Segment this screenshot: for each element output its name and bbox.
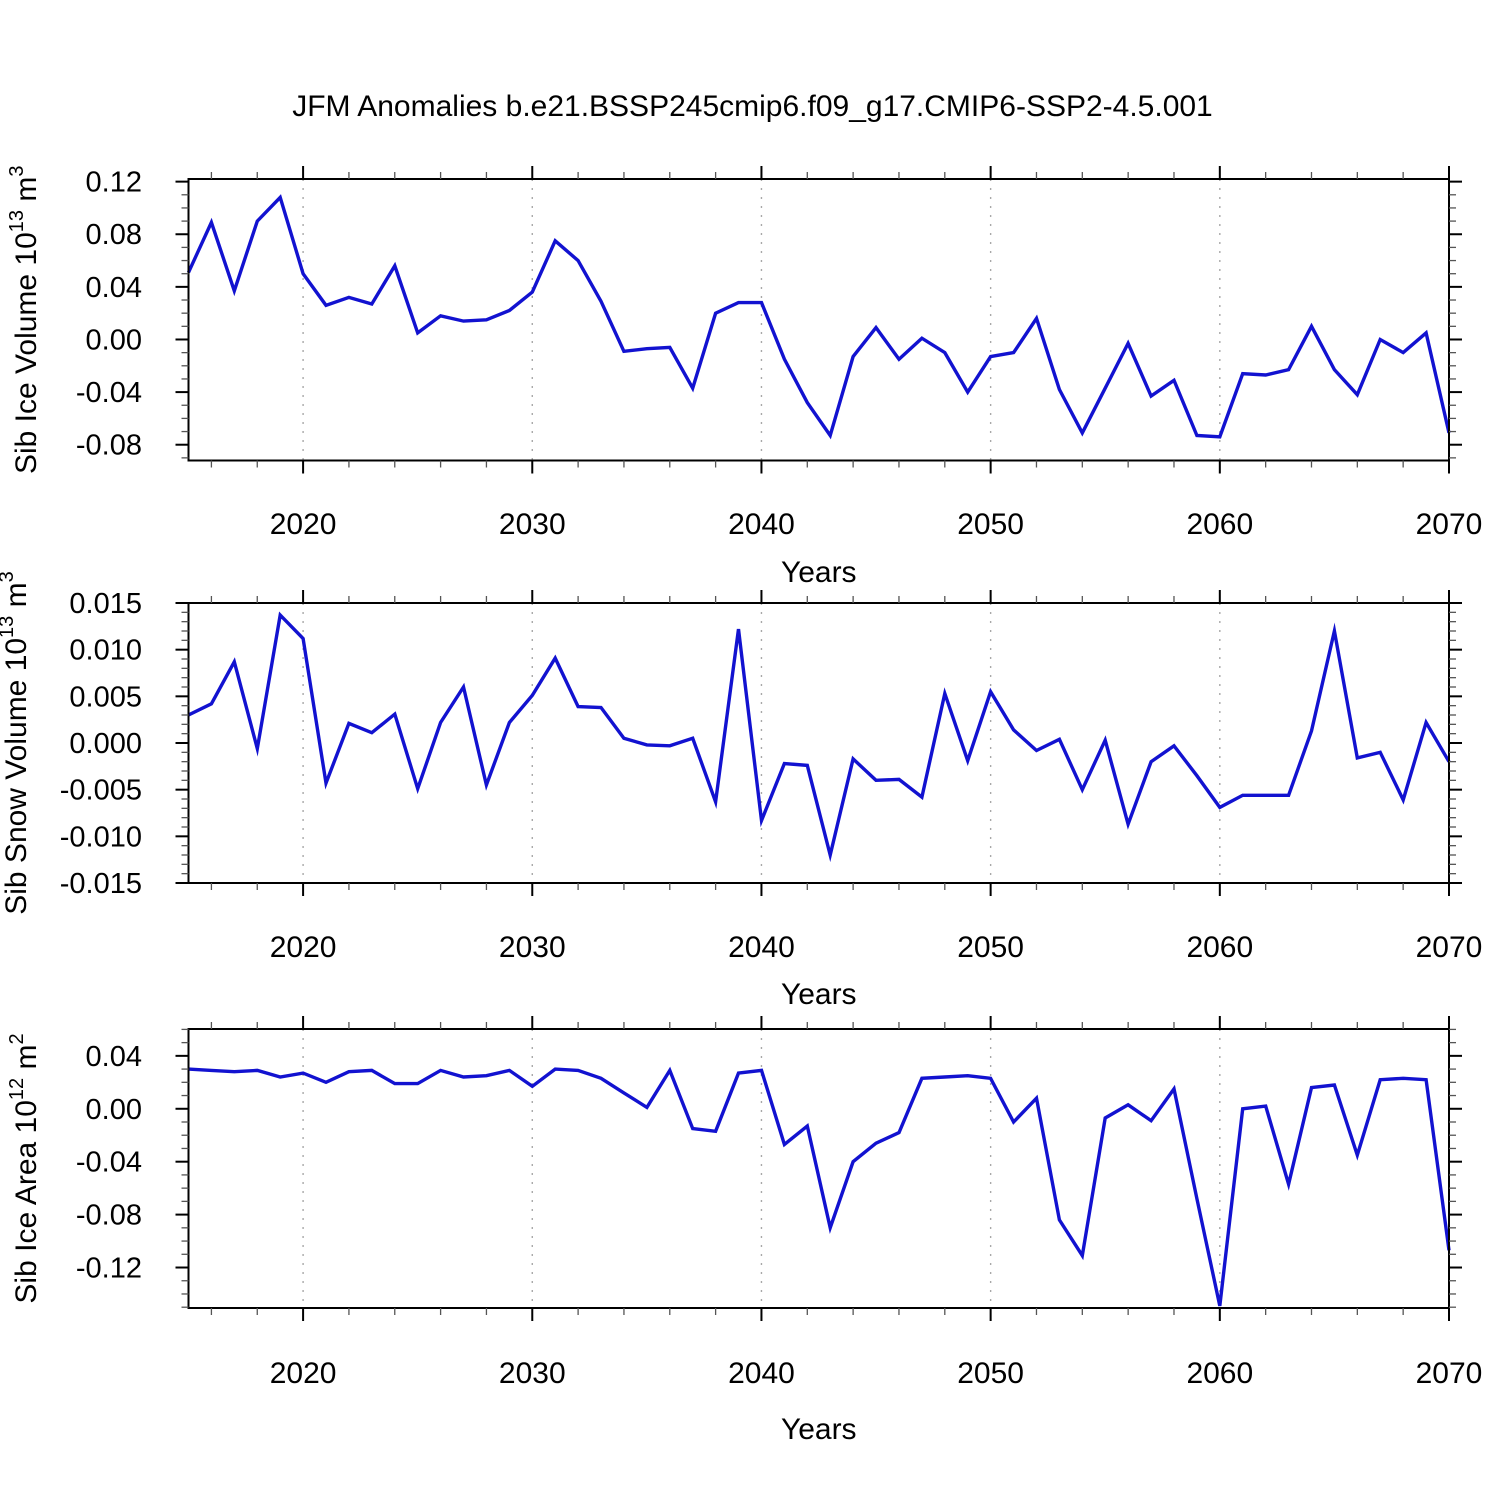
- x-tick-label: 2040: [728, 931, 795, 964]
- x-tick-label: 2030: [499, 931, 566, 964]
- y-tick-label: -0.04: [76, 1147, 142, 1179]
- x-axis-title: Years: [781, 556, 857, 589]
- series-line-sib-snow-volume: [187, 611, 1451, 863]
- y-axis-title-sib-ice-volume: Sib Ice Volume 1013 m3: [6, 165, 43, 474]
- y-tick-label: 0.04: [86, 272, 142, 304]
- y-tick-label: 0.00: [86, 324, 142, 356]
- y-axis-title-sib-snow-volume: Sib Snow Volume 1013 m3: [0, 571, 33, 915]
- x-tick-label: 2020: [270, 1357, 337, 1390]
- x-tick-label: 2070: [1416, 931, 1483, 964]
- x-tick-label: 2030: [499, 1357, 566, 1390]
- figure-title: JFM Anomalies b.e21.BSSP245cmip6.f09_g17…: [292, 90, 1213, 123]
- chart-sib-ice-volume: 2020 2030 2040 2050 2060 2070 0.12 0.08 0.04 0.00…: [6, 165, 1482, 589]
- x-tick-label: 2070: [1416, 508, 1483, 541]
- x-tick-label: 2030: [499, 508, 566, 541]
- plot-frame: [187, 602, 1450, 884]
- chart-sib-snow-volume: 2020 2030 2040 2050 2060 2070 0.015 0.010 0.005 0…: [0, 571, 1482, 1011]
- x-tick-label: 2060: [1186, 508, 1253, 541]
- y-tick-label: 0.04: [86, 1041, 142, 1073]
- x-tick-label: 2020: [270, 508, 337, 541]
- y-tick-label: -0.010: [60, 821, 142, 853]
- y-tick-label: -0.08: [76, 1200, 142, 1232]
- x-tick-label: 2050: [957, 1357, 1024, 1390]
- x-tick-label: 2050: [957, 931, 1024, 964]
- x-tick-label: 2040: [728, 1357, 795, 1390]
- x-tick-label: 2060: [1186, 931, 1253, 964]
- y-tick-label: -0.005: [60, 775, 142, 807]
- y-tick-label: -0.015: [60, 868, 142, 900]
- y-tick-label: 0.010: [69, 635, 142, 667]
- plot-frame: [187, 1028, 1450, 1309]
- x-tick-label: 2020: [270, 931, 337, 964]
- chart-sib-ice-area: 2020 2030 2040 2050 2060 2070 0.04 0.00 -0.04 -0.…: [6, 1016, 1482, 1446]
- series-line-sib-ice-volume: [186, 194, 1451, 440]
- plot-frame: [187, 178, 1450, 462]
- x-tick-label: 2040: [728, 508, 795, 541]
- y-tick-label: 0.000: [69, 728, 142, 760]
- x-axis-title: Years: [781, 1413, 857, 1446]
- y-tick-label: 0.005: [69, 681, 142, 713]
- y-tick-label: -0.04: [76, 377, 142, 409]
- x-tick-label: 2050: [957, 508, 1024, 541]
- y-tick-label: 0.015: [69, 588, 142, 620]
- x-tick-label: 2060: [1186, 1357, 1253, 1390]
- x-tick-label: 2070: [1416, 1357, 1483, 1390]
- y-tick-label: 0.12: [86, 167, 142, 199]
- series-line-sib-ice-area: [188, 1066, 1451, 1307]
- y-tick-label: 0.00: [86, 1094, 142, 1126]
- y-tick-label: -0.08: [76, 430, 142, 462]
- y-tick-label: 0.08: [86, 219, 142, 251]
- x-axis-title: Years: [781, 978, 857, 1011]
- y-axis-title-sib-ice-area: Sib Ice Area 1012 m2: [6, 1033, 43, 1303]
- y-tick-label: -0.12: [76, 1253, 142, 1285]
